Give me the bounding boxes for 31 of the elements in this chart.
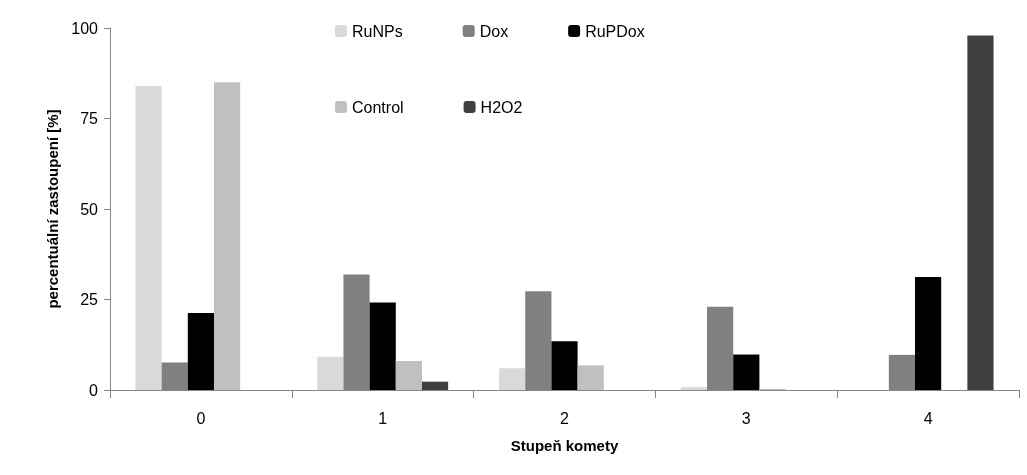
bar	[915, 277, 942, 390]
bar	[551, 341, 578, 390]
bar	[967, 35, 994, 390]
x-tick-label: 2	[560, 409, 570, 427]
y-tick-label: 75	[80, 110, 99, 127]
legend-label: RuPDox	[585, 22, 645, 40]
legend-label: RuNPs	[352, 22, 403, 40]
x-axis-title: Stupeň komety	[510, 437, 619, 454]
y-tick-label: 0	[89, 381, 99, 399]
x-tick-label: 0	[196, 409, 206, 427]
bar	[135, 85, 162, 390]
bar	[369, 302, 396, 390]
x-tick-label: 4	[923, 409, 933, 427]
y-tick-label: 50	[80, 200, 99, 218]
legend-label: H2O2	[480, 98, 523, 116]
x-tick-label: 1	[378, 409, 388, 427]
bar	[395, 361, 422, 390]
y-tick-label: 25	[80, 291, 99, 308]
bar	[577, 365, 604, 390]
legend-label: Dox	[479, 22, 509, 40]
bar	[317, 356, 344, 390]
legend-label: Control	[352, 98, 404, 116]
bar	[187, 312, 214, 390]
x-tick-label: 3	[741, 409, 751, 427]
y-tick-label: 100	[71, 19, 99, 37]
y-axis-title: percentuální zastoupení [%]	[44, 109, 61, 309]
bar	[680, 387, 708, 390]
bar	[499, 368, 526, 390]
bar	[213, 82, 241, 390]
bar	[421, 381, 449, 390]
bar	[733, 354, 760, 390]
